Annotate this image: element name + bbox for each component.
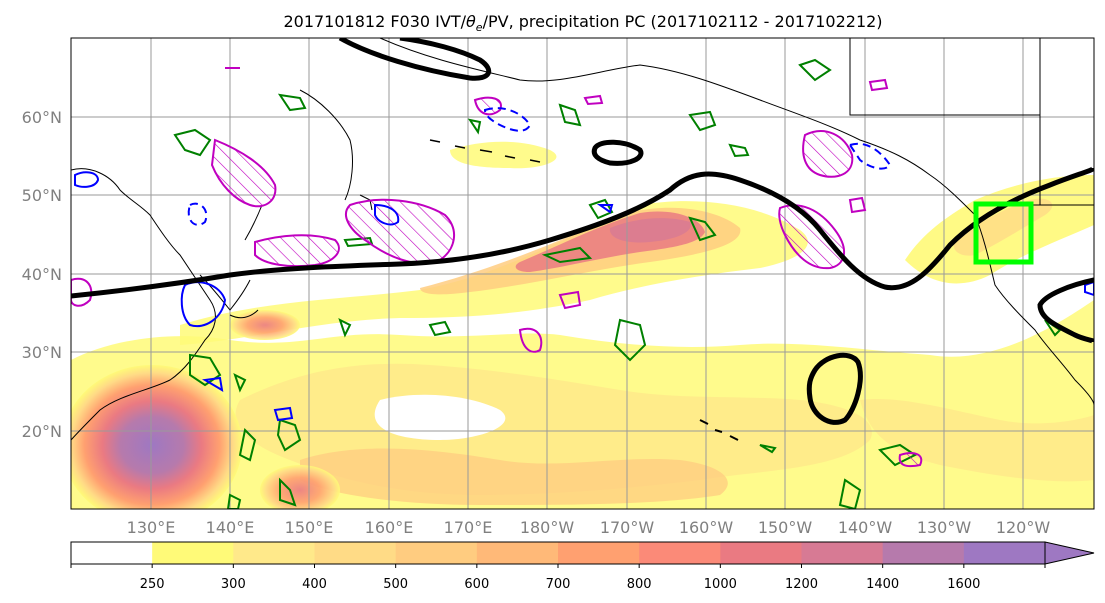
lon-label-180w: 180°W [520, 518, 575, 537]
colorbar: 250 300 400 500 600 700 800 1000 1200 1400 1600 [70, 541, 1095, 592]
coast-aleutians [429, 139, 541, 163]
lat-label-50n: 50°N [22, 186, 62, 205]
ivt-black-contours [71, 38, 1094, 425]
colorbar-label: 400 [302, 577, 327, 592]
colorbar-swatch [558, 542, 640, 564]
lon-label-130e: 130°E [127, 518, 176, 537]
colorbar-label: 1400 [866, 577, 899, 592]
lon-label-170e: 170°E [444, 518, 493, 537]
colorbar-swatch [882, 542, 965, 564]
ivt-west-hotspot [71, 365, 242, 509]
title-prefix: 2017101812 F030 IVT/ [283, 12, 466, 31]
coast-asia [71, 168, 216, 441]
ivt-east-south [860, 399, 1094, 482]
colorbar-label: 250 [140, 577, 165, 592]
colorbar-swatch [720, 542, 802, 564]
lon-label-150e: 150°E [285, 518, 334, 537]
colorbar-label: 600 [464, 577, 489, 592]
lat-label-60n: 60°N [22, 108, 62, 127]
lon-label-140e: 140°E [206, 518, 255, 537]
title-theta-sub: e [476, 21, 483, 34]
colorbar-swatch [963, 542, 1046, 564]
pv-negative-contours [74, 107, 1094, 422]
colorbar-swatches [71, 542, 1046, 564]
coast-alaska [379, 38, 976, 216]
map-title: 2017101812 F030 IVT/θe/PV, precipitation… [283, 12, 882, 34]
colorbar-swatch [71, 542, 153, 564]
colorbar-swatch [801, 542, 884, 564]
colorbar-label: 800 [627, 577, 652, 592]
colorbar-swatch [152, 542, 234, 564]
map-frame [70, 37, 1095, 510]
ivt-ar-core-inner [609, 218, 691, 243]
ivt-main-contour [71, 165, 1094, 299]
map-area [71, 38, 1094, 509]
theta-e-contours [173, 58, 1062, 509]
ivt-closed-contour-1 [591, 139, 644, 166]
lat-label-30n: 30°N [22, 343, 62, 362]
latitude-labels: 20°N 30°N 40°N 50°N 60°N [22, 108, 62, 441]
lon-label-160e: 160°E [365, 518, 414, 537]
ivt-south-spot [260, 465, 340, 509]
ivt-north-patch [450, 141, 557, 169]
colorbar-swatch [314, 542, 397, 564]
colorbar-swatch [233, 542, 315, 564]
colorbar-label: 500 [383, 577, 408, 592]
ivt-north-contour [338, 38, 492, 81]
colorbar-label: 1000 [704, 577, 737, 592]
lon-label-170w: 170°W [600, 518, 655, 537]
title-suffix: /PV, precipitation PC (2017102112 - 2017… [483, 12, 883, 31]
lon-label-150w: 150°W [758, 518, 813, 537]
colorbar-labels: 250 300 400 500 600 700 800 1000 1200 1400 1600 [140, 577, 981, 592]
colorbar-swatch [639, 542, 721, 564]
target-box [973, 201, 1034, 265]
lon-label-160w: 160°W [679, 518, 734, 537]
longitude-labels: 130°E 140°E 150°E 160°E 170°E 180°W 170°… [127, 518, 1051, 537]
colorbar-swatch [476, 542, 559, 564]
ivt-band-south-orange [300, 448, 728, 505]
colorbar-swatch [395, 542, 478, 564]
ivt-gap-white [374, 394, 506, 440]
colorbar-label: 1600 [947, 577, 980, 592]
colorbar-ticks [70, 564, 1046, 568]
lat-label-20n: 20°N [22, 422, 62, 441]
colorbar-label: 300 [221, 577, 246, 592]
title-theta: θ [466, 12, 476, 31]
lat-label-40n: 40°N [22, 265, 62, 284]
colorbar-label: 700 [546, 577, 571, 592]
colorbar-label: 1200 [785, 577, 818, 592]
ivt-east-contour [1037, 277, 1094, 344]
lon-label-120w: 120°W [996, 518, 1051, 537]
ivt-closed-contour-2 [806, 352, 863, 425]
colorbar-extend-arrow [1044, 541, 1095, 565]
lon-label-130w: 130°W [917, 518, 972, 537]
coast-hawaii [699, 419, 739, 441]
lon-label-140w: 140°W [838, 518, 893, 537]
ivt-japan-spot [230, 310, 300, 340]
